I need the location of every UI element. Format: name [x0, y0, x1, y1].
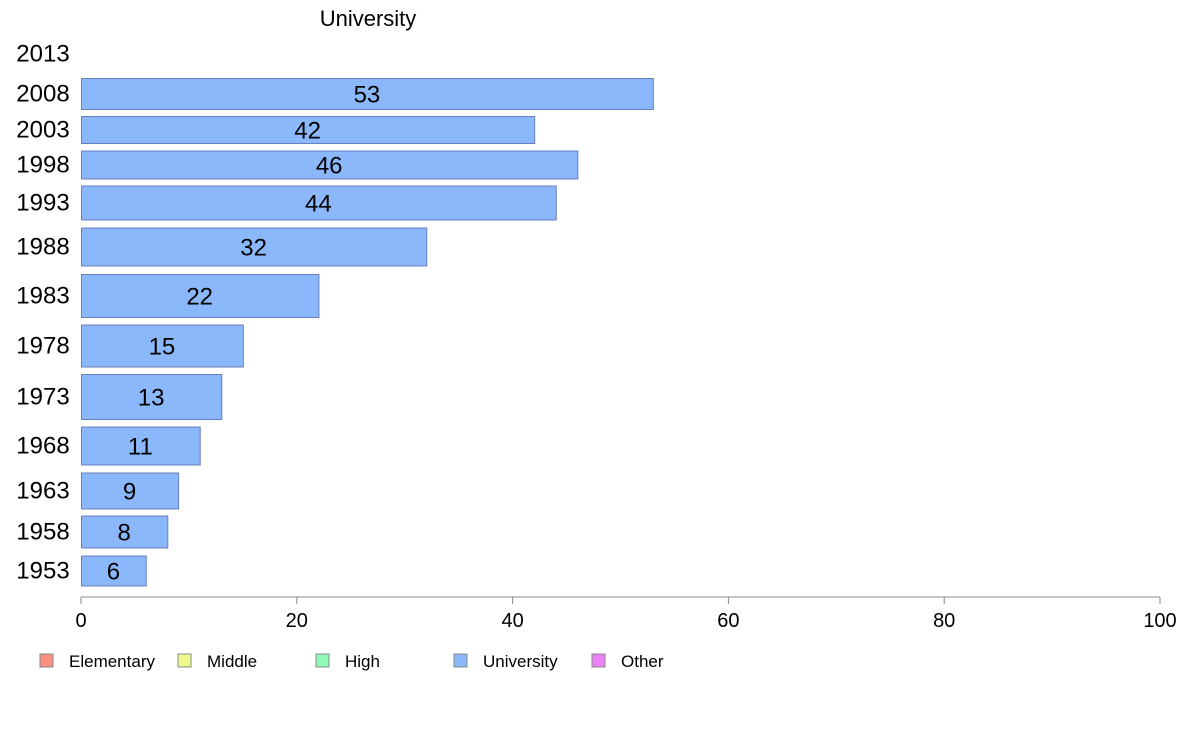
y-tick-label-1953: 1953	[16, 558, 69, 585]
x-tick-label-60: 60	[717, 610, 739, 632]
bar-1953	[81, 555, 147, 587]
legend-swatch-university	[453, 653, 468, 668]
y-tick-label-1968: 1968	[16, 433, 69, 460]
bar-1988	[81, 227, 428, 267]
bar-1968	[81, 426, 201, 466]
bar-value-label-2008: 53	[354, 82, 381, 109]
legend-label-other: Other	[621, 652, 664, 671]
x-tick-label-20: 20	[286, 610, 308, 632]
bar-value-label-1968: 11	[128, 434, 153, 461]
y-tick-label-2013: 2013	[16, 41, 69, 68]
bar-1973	[81, 374, 223, 420]
bar-value-label-2003: 42	[294, 118, 321, 145]
legend-swatch-elementary	[39, 653, 54, 668]
legend-label-middle: Middle	[207, 652, 257, 671]
bar-2008	[81, 78, 654, 110]
x-tick-label-80: 80	[933, 610, 955, 632]
bar-value-label-1993: 44	[305, 191, 332, 218]
legend-label-elementary: Elementary	[69, 652, 155, 671]
x-tick-label-0: 0	[75, 610, 86, 632]
y-tick-label-1988: 1988	[16, 234, 69, 261]
bar-1958	[81, 515, 169, 549]
x-tick-label-100: 100	[1143, 610, 1176, 632]
y-tick-label-2003: 2003	[16, 117, 69, 144]
bar-value-label-1988: 32	[240, 235, 267, 262]
bar-value-label-1963: 9	[123, 479, 136, 506]
bar-1983	[81, 274, 320, 318]
bar-2003	[81, 116, 536, 144]
legend-label-high: High	[345, 652, 380, 671]
bar-1963	[81, 472, 180, 510]
y-tick-label-1958: 1958	[16, 519, 69, 546]
bar-value-label-1973: 13	[138, 385, 165, 412]
y-tick-label-1983: 1983	[16, 283, 69, 310]
legend-swatch-other	[591, 653, 606, 668]
y-axis-labels: 2013 2008 2003 1998 1993 1988 1983 1978 1973 1968…	[16, 41, 69, 585]
bar-value-label-1978: 15	[149, 334, 176, 361]
bar-1993	[81, 185, 557, 221]
y-tick-label-1973: 1973	[16, 384, 69, 411]
x-axis: 0 20 40 60 80 100	[75, 596, 1177, 632]
bar-1978	[81, 324, 244, 368]
y-tick-label-1993: 1993	[16, 190, 69, 217]
legend: Elementary Middle High University Other	[39, 652, 664, 671]
legend-label-university: University	[483, 652, 558, 671]
y-tick-label-1978: 1978	[16, 333, 69, 360]
bar-value-label-1958: 8	[117, 520, 130, 547]
legend-swatch-middle	[177, 653, 192, 668]
y-tick-label-1963: 1963	[16, 478, 69, 505]
x-tick-label-40: 40	[501, 610, 523, 632]
legend-swatch-high	[315, 653, 330, 668]
bar-labels-group: 53 42 46 44 32 22 15 13 11 9 8 6	[107, 82, 381, 586]
y-tick-label-2008: 2008	[16, 81, 69, 108]
bar-value-label-1953: 6	[107, 559, 120, 586]
y-tick-label-1998: 1998	[16, 152, 69, 179]
bar-value-label-1983: 22	[186, 284, 213, 311]
bars-group	[81, 78, 654, 587]
chart-title: University	[320, 6, 417, 31]
bar-value-label-1998: 46	[316, 153, 343, 180]
bar-1998	[81, 150, 579, 180]
